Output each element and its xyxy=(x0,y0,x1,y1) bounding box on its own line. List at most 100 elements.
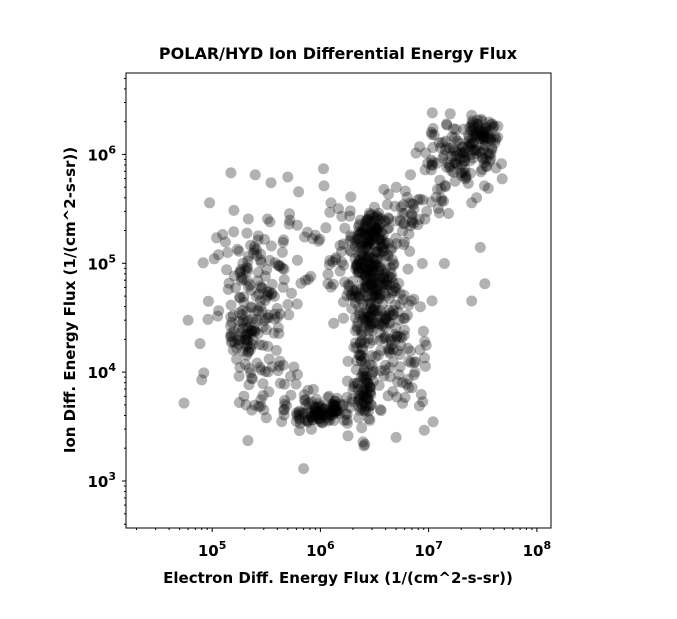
data-point xyxy=(251,304,263,316)
data-point xyxy=(352,377,364,389)
data-point xyxy=(254,361,266,373)
data-point xyxy=(405,208,417,220)
data-point xyxy=(469,128,481,140)
data-point xyxy=(374,272,385,284)
data-point xyxy=(237,316,249,328)
data-point xyxy=(403,228,415,240)
data-point xyxy=(334,239,346,251)
data-point xyxy=(276,246,288,258)
data-point xyxy=(351,259,362,271)
data-point xyxy=(301,414,313,426)
data-point xyxy=(454,147,466,159)
data-point xyxy=(239,334,251,346)
data-point xyxy=(378,272,390,284)
data-point xyxy=(355,350,367,362)
data-point xyxy=(387,386,399,397)
data-point xyxy=(377,269,389,281)
data-point xyxy=(385,272,397,284)
data-point xyxy=(370,240,381,252)
data-point xyxy=(358,405,370,417)
data-point xyxy=(382,212,394,224)
data-point xyxy=(450,150,462,162)
data-point xyxy=(285,370,297,382)
data-point xyxy=(354,338,366,350)
data-point xyxy=(225,336,237,348)
data-point xyxy=(347,384,359,396)
data-point xyxy=(370,259,382,271)
data-point xyxy=(374,261,386,273)
data-point xyxy=(359,377,371,389)
data-point xyxy=(245,301,257,313)
data-point xyxy=(242,435,254,447)
data-point xyxy=(465,149,477,161)
data-point xyxy=(402,263,414,275)
data-point xyxy=(368,365,380,377)
data-point xyxy=(479,134,491,146)
data-point xyxy=(488,120,500,132)
data-point xyxy=(290,378,302,390)
data-point xyxy=(358,363,370,375)
data-point xyxy=(398,218,409,230)
data-point xyxy=(478,125,490,137)
data-point xyxy=(365,226,377,238)
data-point xyxy=(241,261,253,273)
data-point xyxy=(380,290,392,302)
data-point xyxy=(252,275,264,287)
data-point xyxy=(344,210,356,222)
data-point xyxy=(397,397,409,409)
data-point xyxy=(326,398,338,410)
data-point xyxy=(245,239,257,251)
data-point xyxy=(359,237,370,249)
data-point xyxy=(367,305,379,317)
data-point xyxy=(401,378,412,390)
data-point xyxy=(477,125,489,137)
data-point xyxy=(391,330,403,342)
data-point xyxy=(235,327,247,339)
data-point xyxy=(351,320,363,332)
data-point xyxy=(366,369,377,381)
data-point xyxy=(373,234,385,246)
data-point xyxy=(348,341,360,353)
data-point xyxy=(278,404,289,416)
data-point xyxy=(372,253,384,265)
data-point xyxy=(359,286,371,298)
data-point xyxy=(370,222,382,234)
data-point xyxy=(341,417,353,429)
data-point xyxy=(406,209,418,221)
data-point xyxy=(244,328,256,340)
data-point xyxy=(360,229,372,241)
data-point xyxy=(395,340,407,352)
data-point xyxy=(362,394,374,406)
data-point xyxy=(309,408,321,420)
data-point xyxy=(358,373,370,384)
data-point xyxy=(402,373,414,385)
data-point xyxy=(322,278,334,290)
data-point xyxy=(370,246,382,258)
data-point xyxy=(360,384,372,396)
data-point xyxy=(357,274,368,286)
data-point xyxy=(362,298,374,310)
data-point xyxy=(329,399,341,411)
data-point xyxy=(410,147,422,159)
data-point xyxy=(365,297,377,309)
data-point xyxy=(376,226,387,238)
data-point xyxy=(363,251,375,263)
data-point xyxy=(354,349,366,361)
tick-label: 103 xyxy=(87,470,116,491)
data-point xyxy=(387,305,399,317)
data-point xyxy=(446,165,458,177)
data-point xyxy=(318,180,330,192)
data-point xyxy=(337,400,349,412)
data-point xyxy=(399,392,411,403)
data-point xyxy=(419,352,430,364)
data-point xyxy=(234,335,246,346)
data-point xyxy=(352,262,363,274)
data-point xyxy=(240,334,252,346)
data-point xyxy=(213,305,225,317)
data-point xyxy=(338,296,349,308)
data-point xyxy=(379,331,391,343)
data-point xyxy=(374,319,386,331)
data-point xyxy=(361,241,372,252)
data-point xyxy=(352,258,364,270)
data-point xyxy=(252,328,264,339)
